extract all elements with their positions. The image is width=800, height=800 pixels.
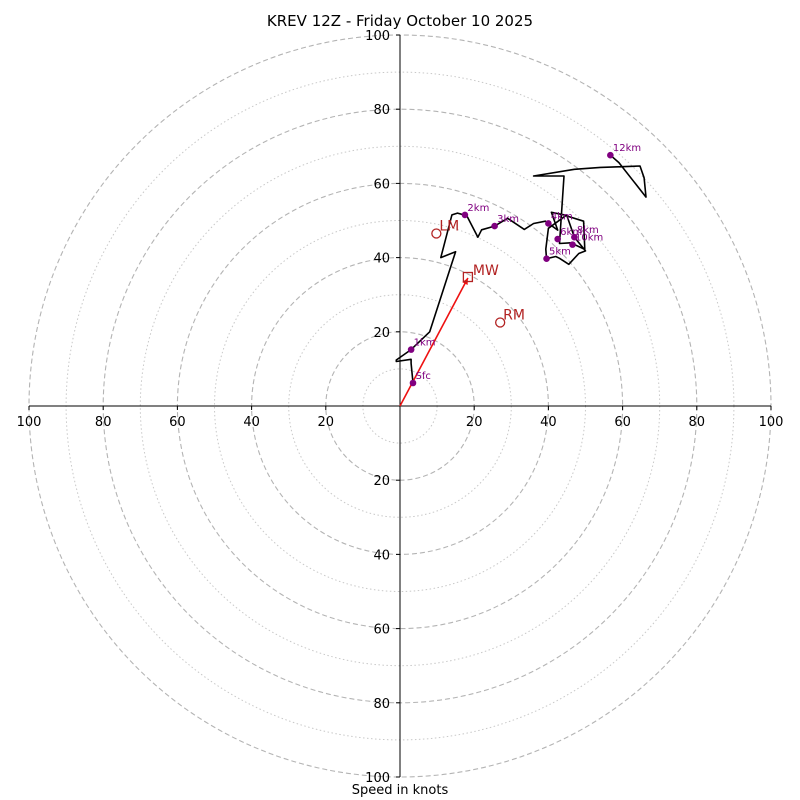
y-tick-label: 80 (373, 697, 390, 712)
x-tick-label: 20 (466, 415, 483, 430)
x-axis-label: Speed in knots (351, 783, 449, 798)
x-tick-label: 40 (540, 415, 557, 430)
y-tick-label: 20 (373, 474, 390, 489)
height-marker-label: 3km (497, 214, 519, 225)
y-tick-label: 60 (373, 177, 390, 192)
wind-trace-line (395, 154, 647, 384)
y-tick-label: 100 (365, 29, 390, 44)
right-mover-label: RM (503, 308, 525, 324)
height-marker-point (491, 222, 498, 230)
x-tick-label: 80 (95, 415, 112, 430)
mean-wind-label: MW (473, 263, 499, 279)
x-tick-label: 40 (243, 415, 260, 430)
height-marker-label: 8km (577, 225, 599, 236)
height-marker-label: 4km (551, 211, 573, 222)
x-tick-label: 60 (169, 415, 186, 430)
y-tick-label: 40 (373, 252, 390, 267)
left-mover-marker (431, 228, 442, 239)
height-marker-point (461, 211, 469, 219)
x-tick-label: 60 (614, 415, 631, 430)
wind-trace (395, 154, 647, 384)
x-tick-label: 100 (17, 415, 42, 430)
height-marker-label: 1km (414, 338, 436, 349)
x-tick-label: 100 (759, 415, 784, 430)
y-tick-label: 40 (373, 548, 390, 563)
y-tick-label: 20 (373, 326, 390, 341)
height-marker-point (409, 379, 417, 387)
height-marker-point (545, 220, 552, 227)
height-marker-point (571, 233, 578, 241)
height-marker-label: Sfc (415, 371, 430, 382)
height-marker-point (543, 255, 550, 263)
height-marker-point (569, 241, 576, 248)
height-marker-point (407, 346, 415, 353)
height-marker-label: 12km (613, 143, 641, 154)
x-tick-label: 20 (318, 415, 335, 430)
x-tick-label: 80 (689, 415, 706, 430)
height-marker-label: 6km (560, 227, 582, 238)
y-tick-label: 60 (373, 623, 390, 638)
mean-wind-marker (462, 271, 474, 283)
y-tick-label: 80 (373, 103, 390, 118)
height-marker-point (607, 151, 614, 159)
height-marker-label: 2km (467, 203, 489, 214)
height-marker-label: 5km (549, 247, 571, 258)
left-mover-label: LM (439, 218, 459, 234)
tick-labels: 100 80 60 40 20 20 40 60 80 100 100 80 60 40 20 20 40 60 8… (17, 29, 784, 786)
y-tick-label: 100 (365, 771, 390, 786)
height-marker-point (554, 235, 561, 243)
chart-title: KREV 12Z - Friday October 10 2025 (266, 12, 534, 30)
height-marker-label: 10km (575, 233, 603, 244)
right-mover-marker (495, 317, 506, 328)
